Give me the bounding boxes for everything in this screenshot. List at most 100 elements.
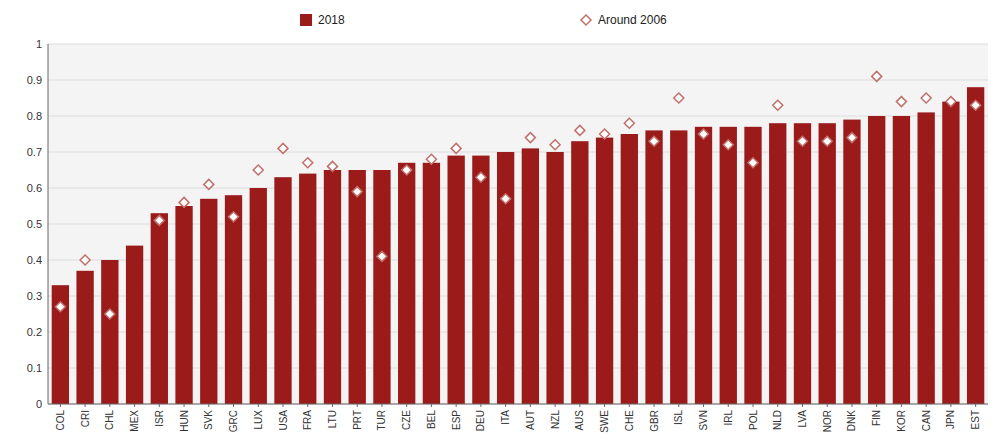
x-tick xyxy=(109,404,110,407)
x-tick-label: LVA xyxy=(797,410,808,428)
diamond-marker xyxy=(501,194,511,204)
x-tick xyxy=(728,404,729,407)
y-axis: 00.10.20.30.40.50.60.70.80.91 xyxy=(27,38,988,410)
bar xyxy=(448,156,465,404)
bar xyxy=(942,102,959,404)
diamond-marker xyxy=(253,165,263,175)
diamond-marker xyxy=(649,136,659,146)
x-tick-label: CZE xyxy=(401,410,412,430)
diamond-marker xyxy=(723,140,733,150)
diamond-marker xyxy=(476,172,486,182)
x-tick-label: TUR xyxy=(376,410,387,431)
diamond-marker xyxy=(971,100,981,110)
bar xyxy=(918,112,935,404)
grid-line xyxy=(48,80,988,81)
diamond-marker xyxy=(278,143,288,153)
x-tick xyxy=(134,404,135,407)
y-tick-label: 0.4 xyxy=(27,254,42,266)
y-tick-label: 0.9 xyxy=(27,74,42,86)
x-tick-label: FRA xyxy=(302,410,313,430)
x-tick xyxy=(777,404,778,407)
bar xyxy=(893,116,910,404)
x-tick xyxy=(381,404,382,407)
bar xyxy=(299,174,316,404)
x-tick xyxy=(530,404,531,407)
grid-line xyxy=(48,44,988,45)
diamond-marker xyxy=(80,255,90,265)
diamond-marker xyxy=(550,140,560,150)
x-tick xyxy=(208,404,209,407)
bar xyxy=(101,260,118,404)
x-tick xyxy=(85,404,86,407)
legend-swatch xyxy=(581,15,591,25)
bar xyxy=(645,130,662,404)
y-tick-label: 0.3 xyxy=(27,290,42,302)
x-tick-label: AUS xyxy=(574,410,585,431)
bar xyxy=(843,120,860,404)
x-tick-label: AUT xyxy=(525,410,536,430)
bar xyxy=(720,127,737,404)
bar xyxy=(695,127,712,404)
y-tick-label: 0.5 xyxy=(27,218,42,230)
grid-line xyxy=(48,116,988,117)
x-tick-label: ITA xyxy=(500,410,511,425)
diamond-marker xyxy=(402,165,412,175)
marks xyxy=(52,71,985,404)
x-tick xyxy=(357,404,358,407)
diamond-marker xyxy=(773,100,783,110)
legend-swatch xyxy=(300,14,312,26)
x-tick xyxy=(678,404,679,407)
x-tick-label: CHL xyxy=(104,410,115,430)
x-tick-label: CAN xyxy=(921,410,932,431)
diamond-marker xyxy=(575,125,585,135)
x-tick xyxy=(184,404,185,407)
bar xyxy=(522,148,539,404)
bar xyxy=(769,123,786,404)
diamond-marker xyxy=(946,97,956,107)
x-tick-label: NLD xyxy=(772,410,783,430)
x-tick-label: ESP xyxy=(451,410,462,430)
diamond-marker xyxy=(797,136,807,146)
x-tick xyxy=(283,404,284,407)
legend-label: Around 2006 xyxy=(598,13,667,27)
diamond-marker xyxy=(451,143,461,153)
x-tick xyxy=(753,404,754,407)
x-tick-label: CRI xyxy=(80,410,91,427)
diamond-marker xyxy=(525,133,535,143)
bar xyxy=(967,87,984,404)
chart: 00.10.20.30.40.50.60.70.80.91COLCRICHLME… xyxy=(0,0,1000,446)
bar xyxy=(670,130,687,404)
y-axis-line xyxy=(48,44,49,404)
y-tick-label: 0.7 xyxy=(27,146,42,158)
x-tick xyxy=(431,404,432,407)
diamond-marker xyxy=(896,97,906,107)
bar xyxy=(373,170,390,404)
y-tick-label: 0.1 xyxy=(27,362,42,374)
bar xyxy=(52,285,69,404)
bar xyxy=(596,138,613,404)
bar xyxy=(819,123,836,404)
bar xyxy=(126,246,143,404)
x-tick-label: DNK xyxy=(846,410,857,431)
y-tick-label: 1 xyxy=(36,38,42,50)
x-tick-label: SWE xyxy=(599,410,610,433)
diamond-marker xyxy=(154,215,164,225)
x-tick xyxy=(901,404,902,407)
x-tick-label: EST xyxy=(970,410,981,429)
x-tick xyxy=(505,404,506,407)
x-tick-label: USA xyxy=(278,410,289,431)
diamond-marker xyxy=(105,309,115,319)
x-tick-label: DEU xyxy=(475,410,486,431)
x-tick xyxy=(159,404,160,407)
x-tick xyxy=(876,404,877,407)
diamond-marker xyxy=(748,158,758,168)
x-tick xyxy=(480,404,481,407)
diamond-marker xyxy=(822,136,832,146)
x-tick-label: BEL xyxy=(426,410,437,429)
bar xyxy=(274,177,291,404)
diamond-marker xyxy=(303,158,313,168)
x-tick-label: FIN xyxy=(871,410,882,426)
x-tick-label: HUN xyxy=(179,410,190,432)
x-axis-line xyxy=(48,404,988,405)
bar xyxy=(423,163,440,404)
